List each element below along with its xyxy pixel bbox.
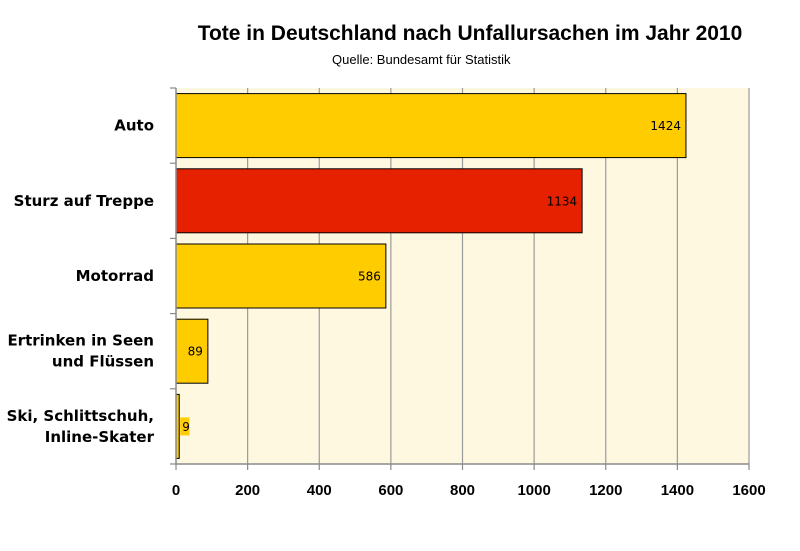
labels: 0 200 400 600 800 1000 1200 1400 1600 1424 Auto 113… (7, 117, 766, 499)
category-label: Inline-Skater (45, 428, 155, 446)
x-tick-label: 0 (172, 482, 180, 499)
x-tick-label: 1000 (517, 482, 550, 499)
category-label: Motorrad (76, 267, 154, 285)
data-label: 89 (188, 345, 203, 359)
category-label: und Flüssen (52, 353, 154, 371)
x-tick-label: 600 (378, 482, 403, 499)
bar (175, 93, 687, 159)
category-label: Ski, Schlittschuh, (7, 407, 154, 425)
category-label: Sturz auf Treppe (14, 192, 154, 210)
bars (175, 93, 687, 459)
bar (175, 168, 583, 234)
x-tick-label: 1400 (661, 482, 694, 499)
data-label-background (180, 417, 190, 436)
bar (175, 243, 387, 309)
x-tick-label: 1200 (589, 482, 622, 499)
data-label: 586 (358, 270, 381, 284)
x-tick-label: 800 (450, 482, 475, 499)
chart-subtitle: Quelle: Bundesamt für Statistik (332, 52, 511, 67)
axes (170, 87, 750, 470)
data-label: 1424 (650, 119, 681, 133)
x-tick-label: 1600 (732, 482, 765, 499)
x-tick-label: 400 (307, 482, 332, 499)
category-label: Ertrinken in Seen (7, 332, 154, 350)
category-label: Auto (114, 117, 154, 135)
x-tick-label: 200 (235, 482, 260, 499)
data-label: 1134 (547, 194, 578, 208)
chart-title: Tote in Deutschland nach Unfallursachen … (197, 22, 743, 45)
data-label: 9 (182, 420, 190, 434)
